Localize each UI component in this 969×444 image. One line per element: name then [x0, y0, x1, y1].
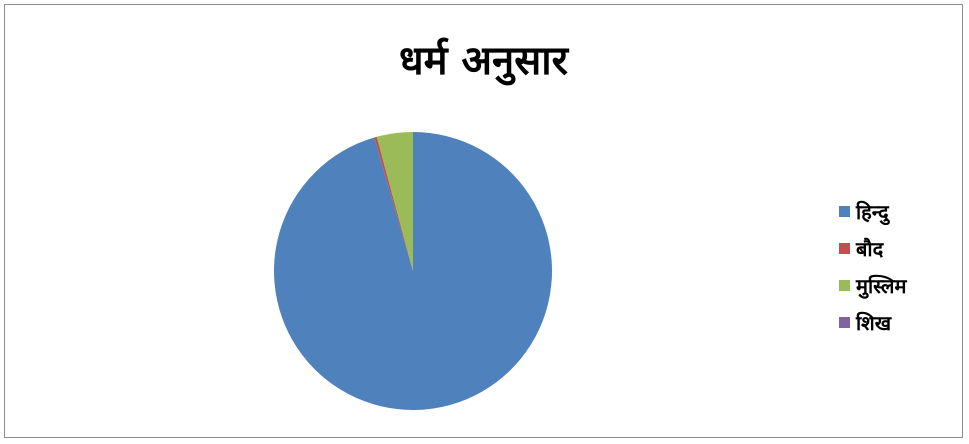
- legend-item: मुस्लिम: [839, 267, 906, 304]
- legend-swatch: [839, 280, 850, 291]
- legend-swatch: [839, 206, 850, 217]
- legend-label: शिख: [856, 311, 892, 335]
- legend-label: हिन्दु: [856, 200, 889, 224]
- legend: हिन्दु बौद मुस्लिम शिख: [839, 193, 906, 341]
- chart-title: धर्म अनुसार: [399, 38, 568, 84]
- legend-label: मुस्लिम: [856, 274, 907, 298]
- legend-item: बौद: [839, 230, 906, 267]
- legend-label: बौद: [856, 237, 884, 261]
- legend-item: शिख: [839, 304, 906, 341]
- pie-slice-3: [376, 132, 413, 271]
- pie-chart: [273, 132, 552, 410]
- legend-swatch: [839, 317, 850, 328]
- chart-area: धर्म अनुसार हिन्दु बौद मुस्लिम शिख: [4, 4, 963, 438]
- pie-slice-2: [374, 136, 413, 271]
- legend-swatch: [839, 243, 850, 254]
- legend-item: हिन्दु: [839, 193, 906, 230]
